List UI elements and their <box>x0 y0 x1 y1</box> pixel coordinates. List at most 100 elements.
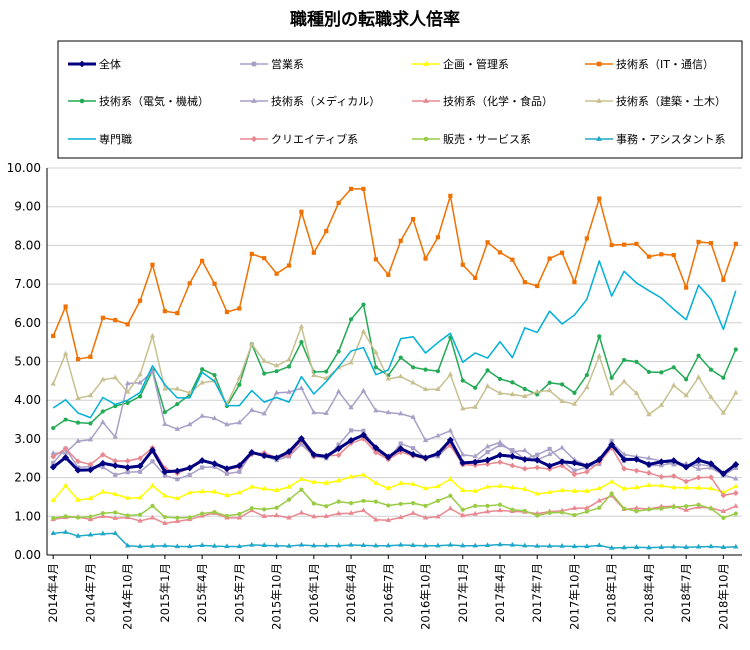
data-point <box>348 317 354 322</box>
data-point <box>198 457 206 464</box>
data-point <box>397 445 405 452</box>
data-point <box>286 542 292 548</box>
data-point <box>373 479 379 485</box>
x-tick-label: 2017年7月 <box>530 563 544 623</box>
data-point <box>311 501 316 506</box>
data-point <box>521 456 529 463</box>
data-point <box>373 499 378 504</box>
data-point <box>509 391 516 397</box>
data-point <box>372 449 379 456</box>
data-point <box>484 483 491 489</box>
legend-item-営業系: 営業系 <box>240 57 304 71</box>
data-point <box>324 369 329 374</box>
data-point <box>696 502 701 507</box>
data-point <box>398 501 403 507</box>
data-point <box>149 542 156 548</box>
data-point <box>75 532 81 538</box>
data-point <box>609 242 614 248</box>
data-point <box>670 473 677 479</box>
data-point <box>422 386 429 392</box>
data-point <box>497 483 503 488</box>
data-point <box>620 456 628 463</box>
data-point <box>87 531 94 537</box>
data-point <box>112 491 118 496</box>
legend-item-企画-管理系: 企画・管理系 <box>412 57 509 71</box>
data-point <box>510 380 515 385</box>
data-point <box>299 209 304 214</box>
data-point <box>510 257 515 262</box>
data-point <box>187 515 192 520</box>
data-point <box>708 240 714 246</box>
data-point <box>633 505 640 510</box>
data-point <box>572 280 577 285</box>
data-point <box>161 468 169 476</box>
data-point <box>360 471 367 477</box>
data-point <box>410 414 416 419</box>
legend-item-販売-サービス系: 販売・サービス系 <box>412 133 531 146</box>
x-tick-label: 2016年10月 <box>419 563 433 630</box>
data-point <box>720 508 727 513</box>
data-point <box>137 394 143 399</box>
data-point <box>411 501 416 506</box>
data-point <box>596 485 602 491</box>
data-point <box>460 262 465 267</box>
data-point <box>88 421 93 426</box>
data-point <box>347 437 355 444</box>
data-point <box>75 515 81 520</box>
data-point <box>162 542 168 548</box>
data-point <box>411 365 416 370</box>
series-line <box>52 325 737 416</box>
data-point <box>237 511 242 517</box>
data-point <box>87 392 94 398</box>
legend-swatch-marker <box>423 136 429 142</box>
data-point <box>100 409 105 414</box>
data-point <box>286 388 292 394</box>
data-point <box>410 379 416 385</box>
data-point <box>62 445 69 452</box>
data-point <box>385 409 391 415</box>
data-point <box>646 482 652 488</box>
x-tick-label: 2014年10月 <box>121 563 135 630</box>
data-point <box>224 471 230 476</box>
data-point <box>137 371 143 377</box>
data-point <box>608 478 615 484</box>
legend-swatch-marker <box>596 61 602 67</box>
data-point <box>720 544 727 549</box>
data-point <box>348 510 354 515</box>
data-point <box>361 186 366 191</box>
data-point <box>187 281 192 286</box>
data-point <box>398 541 404 547</box>
data-point <box>187 421 193 427</box>
data-point <box>149 514 156 520</box>
data-point <box>646 411 652 417</box>
data-point <box>336 200 341 205</box>
data-point <box>733 241 738 246</box>
data-point <box>149 368 156 374</box>
data-point <box>125 322 130 327</box>
data-point <box>286 483 292 489</box>
data-point <box>572 513 577 518</box>
data-point <box>534 542 540 548</box>
data-point <box>261 542 267 548</box>
data-point <box>721 515 726 520</box>
data-point <box>175 311 180 316</box>
data-point <box>547 380 552 385</box>
data-point <box>51 425 56 431</box>
data-point <box>459 459 467 467</box>
data-point <box>125 400 130 406</box>
x-tick-label: 2015年10月 <box>270 563 284 630</box>
data-point <box>386 272 391 277</box>
data-point <box>473 503 478 508</box>
y-tick-label: 0.00 <box>14 548 41 562</box>
data-point <box>175 401 180 407</box>
data-point <box>137 469 143 474</box>
data-point <box>348 541 354 547</box>
data-point <box>298 509 305 515</box>
data-point <box>658 482 665 488</box>
legend-item-技術系-IT-通信: 技術系（IT・通信） <box>585 58 714 71</box>
data-point <box>174 495 181 501</box>
data-point <box>671 504 676 510</box>
data-point <box>373 516 379 522</box>
data-point <box>360 328 367 334</box>
data-point <box>75 357 81 362</box>
